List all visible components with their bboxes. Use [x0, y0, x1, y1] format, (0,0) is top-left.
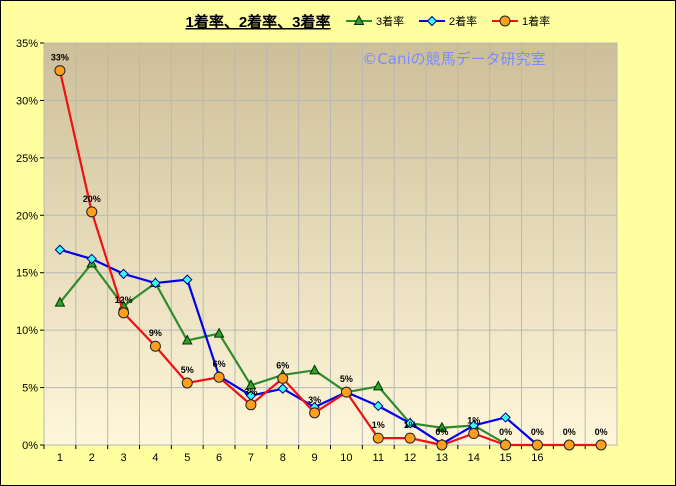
- data-label: 12%: [115, 295, 133, 305]
- circle-marker: [245, 399, 257, 411]
- y-tick-label: 5%: [22, 383, 38, 395]
- x-tick-label: 16: [531, 452, 543, 464]
- diamond-marker: [54, 244, 66, 255]
- circle-marker: [500, 439, 512, 451]
- data-label: 6%: [213, 359, 226, 369]
- circle-marker: [54, 65, 66, 77]
- y-tick-label: 10%: [16, 325, 38, 337]
- y-tick-label: 20%: [16, 210, 38, 222]
- x-tick-label: 1: [57, 452, 63, 464]
- y-tick-label: 30%: [16, 95, 38, 107]
- circle-marker: [181, 377, 193, 389]
- x-tick-label: 10: [340, 452, 352, 464]
- triangle-marker: [245, 379, 257, 390]
- triangle-marker: [181, 334, 193, 345]
- x-tick-label: 14: [468, 452, 480, 464]
- y-axis: 0% 5% 10% 15% 20% 25% 30% 35%: [16, 38, 44, 452]
- diamond-marker: [150, 277, 161, 289]
- circle-marker: [340, 386, 352, 398]
- data-label: 0%: [531, 427, 544, 437]
- data-label: 5%: [181, 365, 194, 375]
- y-tick-label: 15%: [16, 268, 38, 280]
- data-label: 9%: [149, 328, 162, 338]
- data-label: 5%: [340, 374, 353, 384]
- circle-marker: [309, 407, 321, 419]
- diamond-marker: [404, 417, 416, 429]
- legend-label: 1着率: [522, 14, 550, 28]
- triangle-marker: [54, 296, 66, 307]
- x-tick-label: 6: [216, 452, 222, 464]
- x-tick-label: 8: [280, 452, 286, 464]
- data-label: 0%: [595, 427, 608, 437]
- triangle-marker: [436, 421, 448, 432]
- diamond-marker: [118, 268, 129, 280]
- data-label: 1%: [404, 420, 417, 430]
- data-label: 0%: [435, 427, 448, 437]
- circle-marker: [213, 371, 225, 383]
- series-circle: [54, 65, 607, 451]
- diamond-marker: [86, 253, 97, 265]
- gridlines: [43, 42, 618, 446]
- triangle-marker: [213, 327, 225, 338]
- x-tick-label: 2: [89, 452, 95, 464]
- x-tick-label: 9: [312, 452, 318, 464]
- diamond-marker: [373, 400, 384, 412]
- legend-item: 1着率: [492, 14, 550, 28]
- data-label: 0%: [563, 427, 576, 437]
- circle-marker: [277, 372, 289, 384]
- circle-marker: [118, 307, 130, 319]
- circle-marker: [531, 439, 543, 451]
- legend-item: 2着率: [419, 14, 477, 28]
- data-label: 1%: [372, 420, 385, 430]
- legend-item: 3着率: [346, 14, 404, 28]
- y-tick-label: 25%: [16, 153, 38, 165]
- y-tick-label: 35%: [16, 38, 38, 50]
- circle-marker: [436, 439, 448, 451]
- y-tick-label: 0%: [22, 440, 38, 452]
- triangle-marker: [353, 14, 365, 25]
- circle-marker: [149, 340, 161, 352]
- diamond-marker: [182, 274, 193, 285]
- data-labels: 33% 20% 12% 9% 5% 6% 3% 6% 3% 5% 1% 1% 0% 1% 0% 0% 0% 0%: [51, 53, 608, 437]
- x-tick-label: 7: [248, 452, 254, 464]
- diamond-marker: [426, 15, 438, 27]
- diamond-marker: [500, 412, 511, 423]
- x-tick-label: 3: [121, 452, 127, 464]
- diamond-marker: [277, 383, 288, 394]
- circle-marker: [563, 439, 575, 451]
- triangle-marker: [372, 380, 384, 391]
- data-label: 3%: [244, 387, 257, 397]
- x-tick-label: 11: [373, 452, 384, 464]
- x-tick-label: 15: [499, 452, 511, 464]
- data-label: 20%: [83, 194, 101, 204]
- x-axis: 1 2 3 4 5 6 7 8 9 10 11 12 13 14 15 16: [43, 445, 586, 464]
- x-tick-label: 13: [436, 452, 448, 464]
- data-label: 0%: [499, 427, 512, 437]
- data-label: 33%: [51, 53, 69, 63]
- data-label: 6%: [276, 360, 289, 370]
- x-tick-label: 4: [152, 452, 158, 464]
- data-label: 3%: [308, 395, 321, 405]
- triangle-marker: [309, 364, 320, 375]
- x-tick-label: 12: [404, 452, 416, 464]
- circle-marker: [404, 432, 416, 444]
- series-group: [54, 65, 607, 451]
- legend-label: 3着率: [376, 14, 404, 28]
- circle-marker: [372, 432, 384, 444]
- series-line: [59, 248, 539, 446]
- x-tick-label: 5: [184, 452, 190, 464]
- legend: 3着率 2着率 1着率: [346, 14, 550, 28]
- circle-marker: [468, 428, 480, 440]
- circle-marker: [86, 206, 98, 218]
- circle-marker: [595, 439, 607, 451]
- chart-title: 1着率、2着率、3着率: [185, 13, 330, 31]
- watermark-text: ©Caniの競馬データ研究室: [362, 50, 545, 68]
- data-label: 1%: [467, 416, 480, 426]
- circle-marker: [499, 15, 511, 27]
- legend-label: 2着率: [449, 14, 477, 28]
